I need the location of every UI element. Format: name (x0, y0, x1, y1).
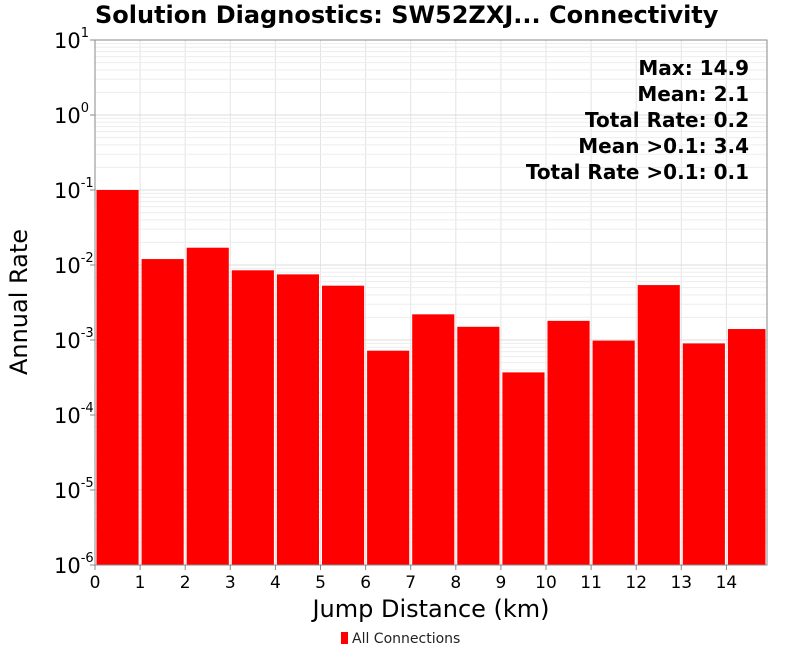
x-axis-ticks: 0 1 2 3 4 5 6 7 8 9 10 11 12 13 14 (90, 565, 738, 593)
y-tick-label: 10-3 (54, 326, 94, 353)
bar-8 (457, 326, 500, 565)
bar-0 (96, 190, 139, 565)
stat-annotation: Total Rate >0.1: 0.1 (526, 160, 749, 184)
bar-13 (682, 343, 725, 565)
y-axis-label: Annual Rate (5, 229, 33, 375)
legend-swatch-all-connections (341, 632, 348, 644)
y-tick-label: 10-6 (54, 551, 94, 578)
stat-annotation: Total Rate: 0.2 (585, 108, 749, 132)
bar-14 (727, 329, 766, 565)
y-tick-label: 10-1 (54, 176, 94, 203)
legend-label-all-connections: All Connections (352, 631, 460, 647)
x-tick-label: 11 (580, 573, 602, 593)
bar-4 (276, 274, 320, 565)
y-tick-label: 10-4 (54, 401, 94, 428)
bar-12 (637, 285, 680, 565)
y-axis-ticks: 101 100 10-1 10-2 10-3 10-4 10-5 10-6 (54, 26, 95, 578)
y-tick-label: 10-2 (54, 251, 94, 278)
bar-5 (322, 285, 365, 565)
bar-10 (547, 320, 590, 565)
stat-annotation: Max: 14.9 (638, 56, 749, 80)
x-tick-label: 5 (315, 573, 326, 593)
x-tick-label: 13 (670, 573, 692, 593)
x-axis-label: Jump Distance (km) (310, 595, 549, 623)
bar-6 (367, 350, 410, 565)
x-tick-label: 7 (405, 573, 416, 593)
legend: All Connections (341, 631, 460, 647)
x-tick-label: 4 (270, 573, 281, 593)
chart-title: Solution Diagnostics: SW52ZXJ... Connect… (95, 1, 719, 29)
bar-2 (186, 247, 229, 566)
y-tick-label: 100 (54, 101, 89, 128)
y-tick-label: 101 (54, 26, 89, 53)
x-tick-label: 8 (450, 573, 461, 593)
x-tick-label: 14 (716, 573, 738, 593)
bar-7 (412, 314, 455, 565)
x-tick-label: 10 (535, 573, 557, 593)
x-tick-label: 9 (495, 573, 506, 593)
x-tick-label: 6 (360, 573, 371, 593)
bar-3 (231, 270, 274, 565)
bar-1 (141, 259, 184, 565)
x-tick-label: 1 (135, 573, 146, 593)
x-tick-label: 2 (180, 573, 191, 593)
bar-series-all-connections (96, 190, 766, 566)
stat-annotation: Mean >0.1: 3.4 (578, 134, 749, 158)
x-tick-label: 3 (225, 573, 236, 593)
plot-border (94, 39, 768, 566)
stat-annotation: Mean: 2.1 (637, 82, 749, 106)
y-tick-label: 10-5 (54, 476, 94, 503)
bar-11 (592, 340, 635, 565)
x-tick-label: 0 (90, 573, 101, 593)
x-tick-label: 12 (625, 573, 647, 593)
bar-9 (502, 372, 545, 565)
